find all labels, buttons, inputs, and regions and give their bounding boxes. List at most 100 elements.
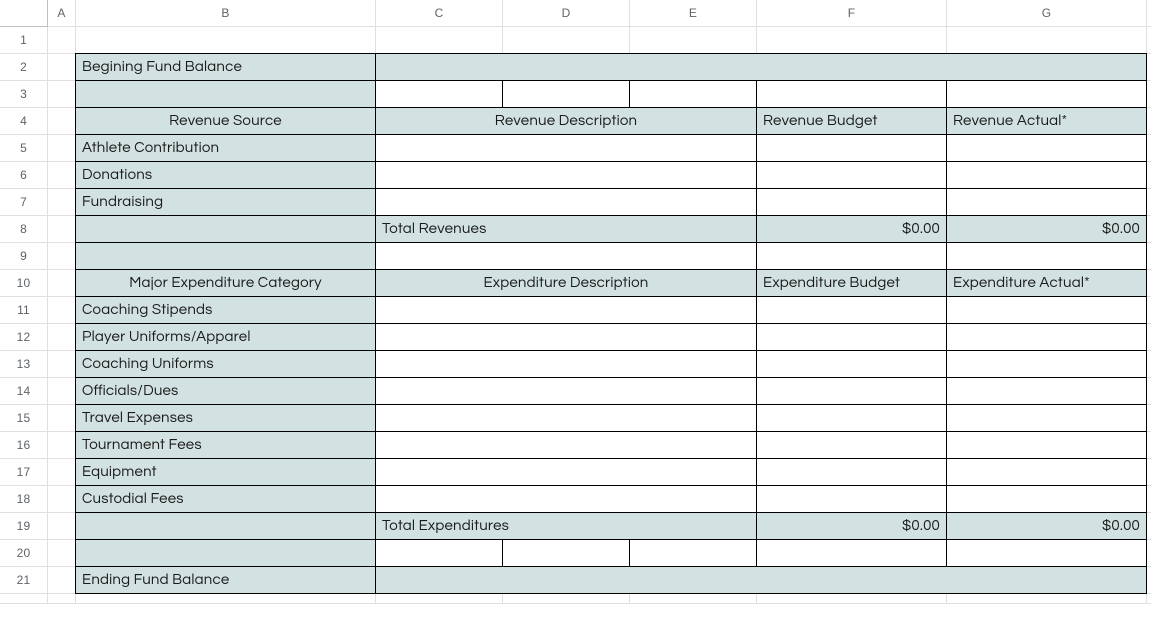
cell-B18[interactable]: Custodial Fees [75,485,376,513]
cell-G17[interactable] [946,458,1147,486]
cell-B3[interactable] [75,80,376,108]
cell-F18[interactable] [756,485,947,513]
cell-C20[interactable] [375,539,503,567]
row-header-5[interactable]: 5 [0,135,48,162]
cell-E1[interactable] [630,27,757,54]
cell-F9[interactable] [756,242,947,270]
cell-B4[interactable]: Revenue Source [75,107,376,135]
cell-G7[interactable] [946,188,1147,216]
cell-C5-E5[interactable] [375,134,757,162]
cell-B6[interactable]: Donations [75,161,376,189]
cell-D22[interactable] [503,594,630,604]
cell-G1[interactable] [947,27,1147,54]
cell-H15[interactable] [1147,405,1151,432]
cell-C21-G21[interactable] [375,566,1147,594]
cell-G19[interactable]: $0.00 [946,512,1147,540]
cell-G14[interactable] [946,377,1147,405]
row-header-4[interactable]: 4 [0,108,48,135]
cell-B15[interactable]: Travel Expenses [75,404,376,432]
cell-H8[interactable] [1147,216,1151,243]
row-header-16[interactable]: 16 [0,432,48,459]
cell-H12[interactable] [1147,324,1151,351]
cell-C7-E7[interactable] [375,188,757,216]
cell-F10[interactable]: Expenditure Budget [756,269,947,297]
cell-F6[interactable] [756,161,947,189]
cell-B10[interactable]: Major Expenditure Category [75,269,376,297]
row-header-10[interactable]: 10 [0,270,48,297]
cell-A12[interactable] [48,324,76,351]
cell-C11-E11[interactable] [375,296,757,324]
cell-B22[interactable] [76,594,376,604]
cell-H5[interactable] [1147,135,1151,162]
cell-F1[interactable] [757,27,947,54]
cell-G9[interactable] [946,242,1147,270]
row-header-6[interactable]: 6 [0,162,48,189]
row-header-20[interactable]: 20 [0,540,48,567]
cell-A15[interactable] [48,405,76,432]
cell-H2[interactable] [1147,54,1151,81]
cell-H9[interactable] [1147,243,1151,270]
cell-B9[interactable] [75,242,376,270]
cell-B1[interactable] [76,27,376,54]
col-header-C[interactable]: C [376,0,503,27]
cell-F7[interactable] [756,188,947,216]
col-header-H[interactable] [1147,0,1151,27]
cell-F14[interactable] [756,377,947,405]
cell-B11[interactable]: Coaching Stipends [75,296,376,324]
cell-F16[interactable] [756,431,947,459]
cell-F8[interactable]: $0.00 [756,215,947,243]
cell-C2-G2[interactable] [375,53,1147,81]
row-header-7[interactable]: 7 [0,189,48,216]
cell-B8[interactable] [75,215,376,243]
cell-B20[interactable] [75,539,376,567]
cell-H14[interactable] [1147,378,1151,405]
cell-C1[interactable] [376,27,503,54]
col-header-F[interactable]: F [757,0,947,27]
cell-C9-E9[interactable] [375,242,757,270]
cell-F4[interactable]: Revenue Budget [756,107,947,135]
cell-A20[interactable] [48,540,76,567]
row-header-2[interactable]: 2 [0,54,48,81]
cell-B16[interactable]: Tournament Fees [75,431,376,459]
cell-F13[interactable] [756,350,947,378]
cell-E20[interactable] [629,539,757,567]
cell-G3[interactable] [946,80,1147,108]
cell-G18[interactable] [946,485,1147,513]
row-header-17[interactable]: 17 [0,459,48,486]
cell-H19[interactable] [1147,513,1151,540]
cell-A4[interactable] [48,108,76,135]
cell-C13-E13[interactable] [375,350,757,378]
cell-H7[interactable] [1147,189,1151,216]
row-header-3[interactable]: 3 [0,81,48,108]
cell-H18[interactable] [1147,486,1151,513]
cell-G15[interactable] [946,404,1147,432]
row-header-1[interactable]: 1 [0,27,48,54]
col-header-A[interactable]: A [48,0,76,27]
cell-A17[interactable] [48,459,76,486]
cell-F12[interactable] [756,323,947,351]
cell-G8[interactable]: $0.00 [946,215,1147,243]
cell-E3[interactable] [629,80,757,108]
cell-G4[interactable]: Revenue Actual* [946,107,1147,135]
cell-F3[interactable] [756,80,947,108]
row-header-14[interactable]: 14 [0,378,48,405]
cell-F20[interactable] [756,539,947,567]
cell-F17[interactable] [756,458,947,486]
row-header-9[interactable]: 9 [0,243,48,270]
col-header-D[interactable]: D [503,0,630,27]
row-header-18[interactable]: 18 [0,486,48,513]
cell-G12[interactable] [946,323,1147,351]
cell-F5[interactable] [756,134,947,162]
cell-G11[interactable] [946,296,1147,324]
cell-A11[interactable] [48,297,76,324]
cell-A7[interactable] [48,189,76,216]
cell-E22[interactable] [630,594,757,604]
cell-C22[interactable] [376,594,503,604]
cell-C12-E12[interactable] [375,323,757,351]
cell-A21[interactable] [48,567,76,594]
col-header-B[interactable]: B [76,0,376,27]
cell-C10-E10[interactable]: Expenditure Description [375,269,757,297]
select-all-corner[interactable] [0,0,48,27]
row-header-8[interactable]: 8 [0,216,48,243]
cell-H1[interactable] [1147,27,1151,54]
